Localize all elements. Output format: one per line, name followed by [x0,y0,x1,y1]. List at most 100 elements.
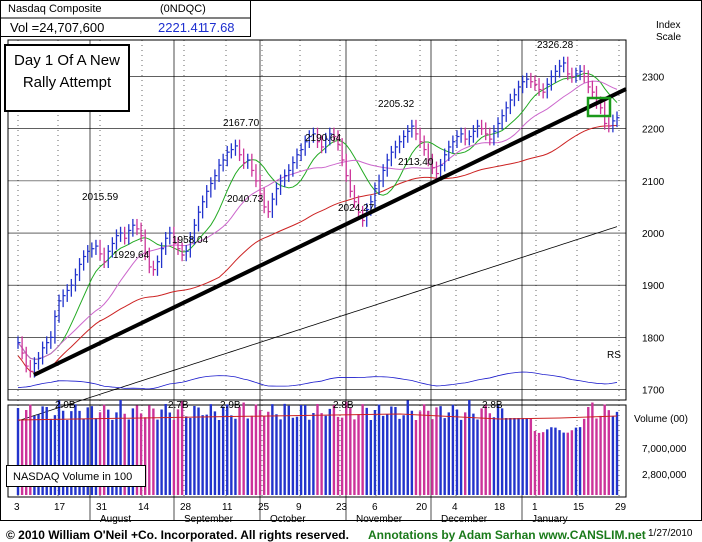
volume-peak-label: 2.8B [333,400,354,411]
volume-average-line [17,413,618,421]
price-bar [497,117,501,138]
price-bar [349,169,353,198]
index-name: Nasdaq Composite [8,3,102,15]
price-bar [612,114,616,133]
month-label: November [356,514,403,525]
y-tick-label: 2200 [642,125,665,136]
x-tick-label: 3 [14,502,20,513]
price-bar [124,226,128,245]
price-bar [99,239,103,261]
price-bar [218,158,222,182]
price-bar [21,336,25,360]
price-bar [394,140,398,159]
price-bar [210,177,214,198]
price-bar [259,174,263,201]
price-bar [70,278,74,297]
price-bar [316,127,320,148]
y-tick-label: 1900 [642,281,665,292]
price-bar [230,143,234,159]
price-bar [82,250,87,271]
ma200-line [17,226,618,422]
price-bar [115,229,119,250]
price-bar [616,111,620,128]
price-annotation: 2113.40 [398,157,434,168]
price-bar [341,138,345,167]
price-bar [407,125,411,143]
rally-attempt-annotation: Day 1 Of A New Rally Attempt [4,44,130,112]
price-bar [156,255,160,276]
ma21-line [17,80,618,360]
price-annotation: 2190.64 [305,133,342,144]
price-annotation: 2167.70 [223,118,260,129]
x-tick-label: 17 [54,502,66,513]
x-tick-label: 28 [180,502,192,513]
price-bar [267,200,271,218]
x-tick-label: 25 [258,502,270,513]
volume-readout: Vol =24,707,600 [10,20,105,35]
price-bar [197,205,202,232]
price-bar [275,182,279,206]
price-bar [136,218,140,236]
price-bar [37,352,42,370]
chart-date: 1/27/2010 [648,528,693,539]
price-bar [386,153,390,177]
price-bar [546,78,550,99]
price-bar [78,258,83,282]
price-bar [464,127,468,146]
price-bar [591,80,595,99]
annotation-credit: Annotations by Adam Sarhan www.CANSLIM.n… [368,528,646,542]
price-bar [226,145,230,167]
price-bar [312,127,316,143]
price-bar [284,169,288,188]
price-bar [398,135,403,154]
price-bar [201,195,206,219]
month-label: January [532,514,568,525]
price-bar [58,294,62,323]
rs-line [17,371,618,390]
rs-label: RS [607,350,621,361]
price-bar [62,289,66,308]
price-bar [403,130,407,148]
price-bar [542,83,546,99]
month-label: October [270,514,306,525]
price-bar [181,242,185,262]
price-bar [526,72,530,88]
price-bar [128,224,132,245]
price-bar [427,143,431,167]
price-bar [489,127,493,146]
price-bar [579,65,583,81]
price-bar [243,148,247,169]
price-bar [214,169,218,190]
ma10-line [17,72,618,360]
price-bar [448,140,452,162]
price-bar [119,226,124,242]
price-bar [554,65,558,83]
price-bar [54,310,58,344]
price-bar [493,125,497,146]
price-annotation: 2326.28 [537,40,574,51]
price-bar [411,119,415,138]
price-bar [185,245,189,262]
price-bar [152,260,156,276]
price-bar [308,130,312,148]
month-label: September [184,514,234,525]
price-bar [476,119,481,138]
y-tick-label: 2300 [642,73,665,84]
price-bar [563,56,567,73]
price-bar [419,127,423,148]
price-bar [608,117,612,133]
price-bar [111,237,115,258]
price-bar [357,195,362,219]
price-bar [390,145,394,167]
price-bar [378,174,382,195]
price-bar [296,148,300,169]
price-bar [25,346,29,373]
price-bar [222,153,226,172]
price-bar [587,70,591,94]
price-bar [521,75,526,94]
price-bar [550,70,554,91]
price-bar [452,135,456,154]
price-bar [423,135,427,156]
price-bar [456,130,460,148]
price-bar [66,284,70,302]
